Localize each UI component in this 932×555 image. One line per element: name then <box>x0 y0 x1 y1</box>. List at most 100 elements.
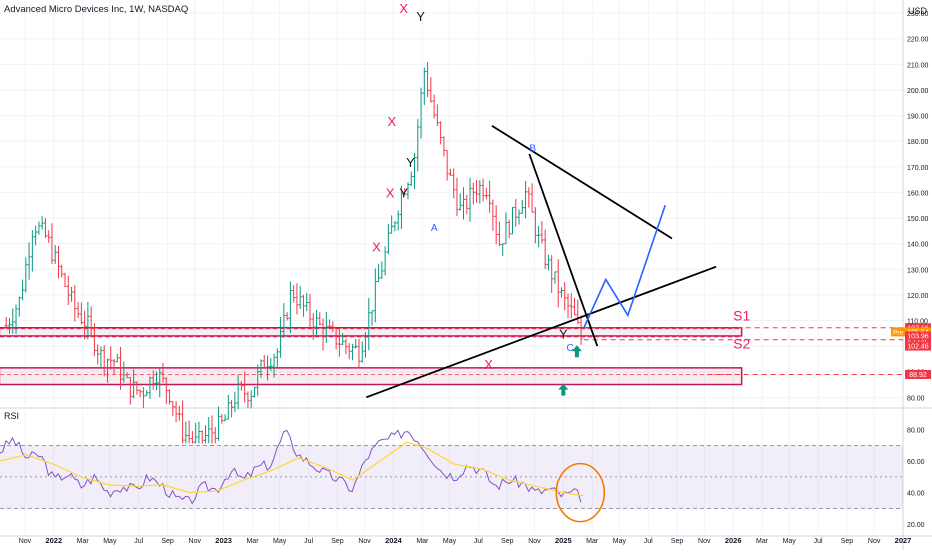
candle <box>168 389 172 405</box>
candle <box>527 187 531 208</box>
candle <box>151 370 155 390</box>
candle <box>455 177 459 216</box>
candle <box>89 306 93 337</box>
candle <box>315 310 319 336</box>
candle <box>380 261 384 279</box>
price-tick-label: 170.00 <box>907 165 929 172</box>
price-badge-text: 103.96 <box>907 333 929 340</box>
candle <box>99 346 103 369</box>
time-tick-label: Jul <box>814 538 823 545</box>
candle <box>331 321 335 333</box>
candle <box>357 339 361 369</box>
candle <box>217 406 221 441</box>
candle <box>468 177 472 222</box>
time-tick-label: Sep <box>501 538 514 545</box>
candle <box>132 369 136 399</box>
rsi-tick-label: 60.00 <box>907 459 925 466</box>
candle <box>305 293 309 312</box>
candle <box>279 316 283 358</box>
price-tick-label: 230.00 <box>907 11 929 18</box>
candle <box>96 344 100 365</box>
candle <box>442 136 446 157</box>
price-badge <box>905 341 931 351</box>
candle <box>318 312 322 326</box>
candle <box>520 200 524 214</box>
candle <box>256 364 260 396</box>
zone-label: S1 <box>733 307 750 323</box>
candle <box>210 415 214 444</box>
candle <box>413 152 417 190</box>
candle <box>262 354 266 368</box>
candle <box>439 121 443 145</box>
candle <box>488 180 492 213</box>
candle <box>223 414 227 422</box>
up-arrow-icon <box>558 383 569 396</box>
candle <box>190 431 194 444</box>
support-zone-s1 <box>0 327 743 337</box>
wave-label: A <box>431 223 438 234</box>
candle <box>510 207 514 235</box>
candle <box>109 346 113 370</box>
candle <box>145 390 149 397</box>
candle <box>30 230 34 272</box>
candle <box>491 199 495 231</box>
wave-label: X <box>484 357 493 372</box>
wave-label: Y <box>406 155 415 170</box>
candle <box>282 303 286 338</box>
candle <box>226 394 230 420</box>
candle <box>24 257 28 293</box>
time-tick-label: Nov <box>189 538 202 545</box>
price-tick-label: 160.00 <box>907 190 929 197</box>
time-tick-label: Sep <box>331 538 344 545</box>
candle <box>184 421 188 444</box>
candle <box>462 187 466 220</box>
price-tick-label: 80.00 <box>907 395 925 402</box>
support-zone-s2 <box>0 367 743 386</box>
time-tick-label: Mar <box>246 538 259 545</box>
candle <box>458 193 462 211</box>
price-tick-label: 110.00 <box>907 318 928 325</box>
time-tick-label: Jul <box>134 538 143 545</box>
candle <box>43 218 47 239</box>
candle <box>364 332 368 358</box>
candle <box>11 308 15 334</box>
candle <box>128 377 132 405</box>
candle <box>148 376 152 399</box>
price-badge <box>905 331 931 341</box>
candle <box>471 182 475 205</box>
zone-label: S2 <box>733 336 750 352</box>
price-tick-label: 200.00 <box>907 88 929 95</box>
candle <box>406 182 410 200</box>
time-tick-label: Sep <box>161 538 174 545</box>
time-tick-label: Nov <box>358 538 371 545</box>
candle <box>566 293 570 319</box>
price-tick-label: 190.00 <box>907 114 929 121</box>
candle <box>220 414 224 424</box>
candle <box>181 400 185 444</box>
candle <box>246 391 250 409</box>
time-tick-label: May <box>783 538 797 545</box>
candle <box>79 302 83 325</box>
candle <box>200 430 204 444</box>
candle <box>76 301 80 318</box>
candle <box>288 281 292 334</box>
candle <box>135 381 139 395</box>
wave-label: X <box>387 114 396 129</box>
candle <box>484 187 488 200</box>
candle <box>324 311 328 344</box>
candle <box>122 361 126 383</box>
candle <box>393 221 397 232</box>
wave-label: Y <box>416 9 425 24</box>
time-tick-label: Sep <box>841 538 854 545</box>
wave-label: X <box>372 239 381 254</box>
candle <box>533 207 537 244</box>
candle <box>504 212 508 245</box>
wave-label: Y <box>399 186 408 201</box>
candle <box>383 246 387 276</box>
candle <box>298 285 302 310</box>
candle <box>14 304 18 334</box>
price-tick-label: 210.00 <box>907 62 929 69</box>
candle <box>141 387 145 408</box>
